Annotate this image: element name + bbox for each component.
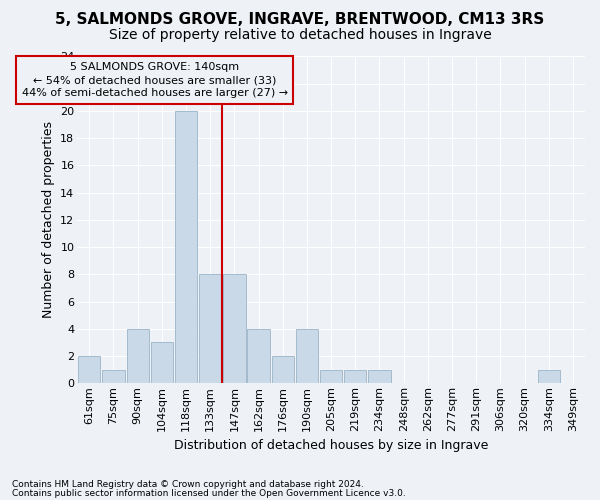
Bar [296, 329, 318, 384]
Bar [127, 329, 149, 384]
Bar [344, 370, 367, 384]
Bar [320, 370, 342, 384]
Bar [247, 329, 269, 384]
Y-axis label: Number of detached properties: Number of detached properties [41, 122, 55, 318]
Bar [223, 274, 245, 384]
Text: Size of property relative to detached houses in Ingrave: Size of property relative to detached ho… [109, 28, 491, 42]
Bar [103, 370, 125, 384]
Text: 5 SALMONDS GROVE: 140sqm
← 54% of detached houses are smaller (33)
44% of semi-d: 5 SALMONDS GROVE: 140sqm ← 54% of detach… [22, 62, 287, 98]
Bar [368, 370, 391, 384]
Bar [175, 111, 197, 384]
Bar [538, 370, 560, 384]
Bar [199, 274, 221, 384]
Bar [272, 356, 294, 384]
Bar [78, 356, 100, 384]
Text: Contains public sector information licensed under the Open Government Licence v3: Contains public sector information licen… [12, 489, 406, 498]
Text: Contains HM Land Registry data © Crown copyright and database right 2024.: Contains HM Land Registry data © Crown c… [12, 480, 364, 489]
X-axis label: Distribution of detached houses by size in Ingrave: Distribution of detached houses by size … [174, 440, 488, 452]
Bar [151, 342, 173, 384]
Text: 5, SALMONDS GROVE, INGRAVE, BRENTWOOD, CM13 3RS: 5, SALMONDS GROVE, INGRAVE, BRENTWOOD, C… [55, 12, 545, 28]
